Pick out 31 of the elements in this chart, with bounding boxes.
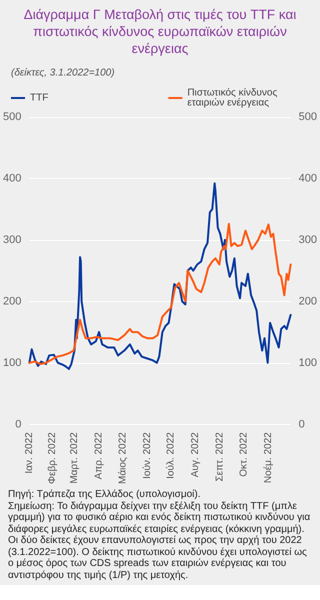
y2-tick-label: 300 <box>298 234 318 246</box>
chart-subtitle: (δείκτες, 3.1.2022=100) <box>11 68 115 78</box>
x-tick-label: Σεπτ. 2022 <box>214 432 226 482</box>
text: Σημείωση: Το διάγραμμα δείχνει την εξέλιξη του δείκτη TTF (μπλε γραμμή) για το φυσικό αέριο και ενός δείκτη πιστωτικού κινδύνου για διάφορες μεγάλες ευρωπαϊκές εταιρίες ενέργειας (κόκκινη γραμμή). Οι δύο δείκτες έχουν επανυπολογιστεί ως προς την αρχή του 2022 (3.1.2022=100). Ο δείκτης πιστωτικού κινδύνου έχει υπολογιστεί ως ο μέσος όρος των CDS spreads των εταιριών ενέργειας και του αντιστρόφου της τιμής (1/P) της μετοχής. <box>8 500 312 581</box>
y2-tick-label: 200 <box>298 295 318 308</box>
text: Πηγή: Τράπεζα της Ελλάδος (υπολογισμοί). <box>8 489 202 500</box>
x-tick-label: Απρ. 2022 <box>94 432 105 480</box>
y2-tick-label: 400 <box>298 172 318 184</box>
legend-label: Πιστωτικός κίνδυνος εταιριών ενέργειας <box>187 88 280 108</box>
chart-title: Διάγραμμα Γ Μεταβολή στις τιμές του TTF και πιστωτικός κίνδυνος ευρωπαϊκών εταιριών ενέργειας <box>22 6 298 57</box>
y-tick-label: 300 <box>2 234 22 246</box>
y-tick-label: 0 <box>15 418 22 430</box>
y-tick-label: 400 <box>2 172 22 184</box>
x-tick-label: Ιούλ. 2022 <box>166 432 177 479</box>
y2-tick-label: 100 <box>298 356 318 369</box>
x-tick-label: Φεβρ. 2022 <box>46 432 58 484</box>
x-tick-label: Μαρτ. 2022 <box>68 432 80 484</box>
y-tick-label: 100 <box>2 356 22 369</box>
line-series <box>28 182 292 370</box>
x-tick-label: Αυγ. 2022 <box>190 432 202 478</box>
y-tick-label: 200 <box>2 295 22 308</box>
x-tick-label: Ιαν. 2022 <box>24 432 35 474</box>
x-tick-label: Οκτ. 2022 <box>238 432 250 477</box>
legend-label: TTF <box>30 92 48 104</box>
y-tick-label: 500 <box>2 111 22 123</box>
x-tick-label: Νοέμ. 2022 <box>262 432 274 484</box>
line-series <box>28 222 292 366</box>
y2-tick-label: 0 <box>298 418 305 430</box>
x-tick-label: Ιούν. 2022 <box>142 432 153 479</box>
x-tick-label: Μάιος 2022 <box>117 432 128 484</box>
y2-tick-label: 500 <box>298 111 318 123</box>
